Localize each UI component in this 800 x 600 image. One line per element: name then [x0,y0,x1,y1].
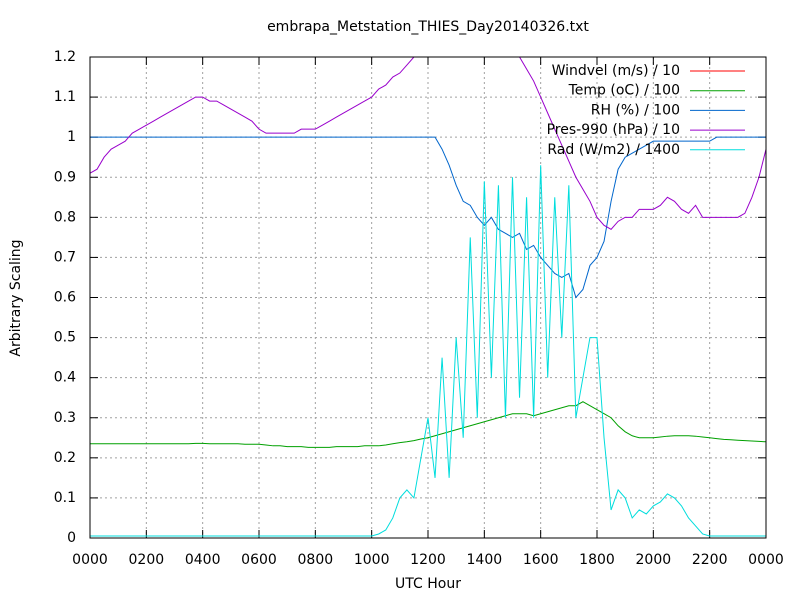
y-tick-label: 0.2 [54,450,76,466]
legend-label: Temp (oC) / 100 [568,83,680,99]
series-line [90,57,766,230]
x-tick-label: 1000 [354,552,390,568]
y-tick-label: 0.4 [54,370,76,386]
x-tick-label: 0000 [72,552,108,568]
x-tick-label: 1800 [579,552,615,568]
chart-title: embrapa_Metstation_THIES_Day20140326.txt [267,19,589,35]
y-tick-label: 0.6 [54,290,76,306]
y-tick-label: 0.9 [54,169,76,185]
x-tick-label: 1600 [523,552,559,568]
x-axis-label: UTC Hour [395,576,461,592]
y-tick-label: 0.1 [54,490,76,506]
legend-label: Rad (W/m2) / 1400 [547,142,680,158]
x-tick-label: 0600 [241,552,277,568]
x-tick-label: 1400 [467,552,503,568]
y-axis-label: Arbitrary Scaling [8,239,24,356]
series-line [90,401,766,448]
y-tick-label: 1.2 [54,49,76,65]
plot-area [90,57,766,537]
legend-label: RH (%) / 100 [591,102,680,118]
x-tick-label: 2200 [692,552,728,568]
y-tick-label: 1 [67,129,76,145]
y-tick-label: 0.7 [54,249,76,265]
y-tick-label: 0.3 [54,410,76,426]
x-tick-label: 0200 [129,552,165,568]
y-tick-label: 1.1 [54,89,76,105]
y-tick-label: 0.8 [54,209,76,225]
legend-label: Pres-990 (hPa) / 10 [547,122,680,138]
plot-border [89,56,767,539]
y-tick-label: 0 [67,530,76,546]
x-tick-label: 0000 [748,552,784,568]
x-tick-label: 1200 [410,552,446,568]
series-line [90,136,766,299]
legend-label: Windvel (m/s) / 10 [552,63,680,79]
x-tick-label: 2000 [636,552,672,568]
x-tick-label: 0800 [298,552,334,568]
series-line [90,165,766,537]
x-tick-label: 0400 [185,552,221,568]
y-tick-label: 0.5 [54,330,76,346]
